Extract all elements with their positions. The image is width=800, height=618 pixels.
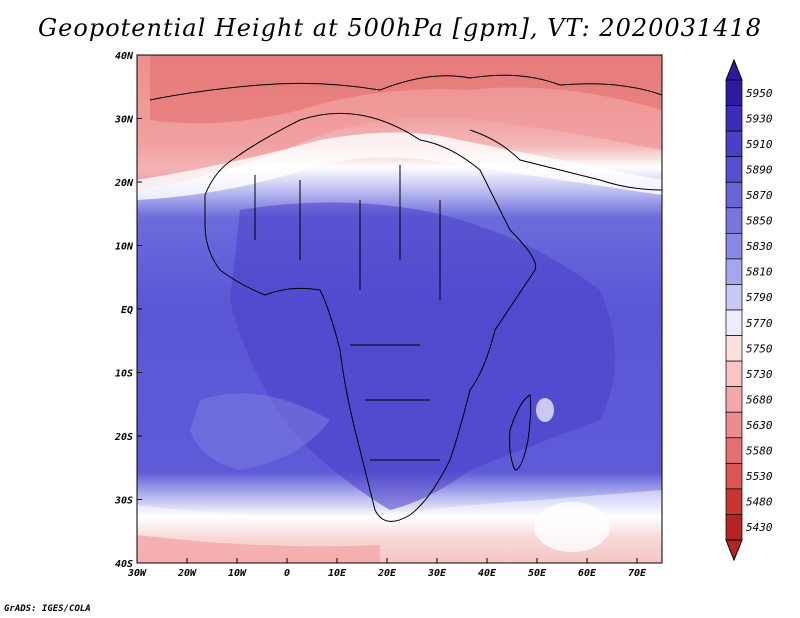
colorbar-swatch: [725, 181, 743, 209]
colorbar-swatch: [725, 386, 743, 413]
colorbar-swatch: [725, 335, 743, 362]
lon-label: 30W: [127, 568, 147, 579]
colorbar-label: 5850: [746, 215, 773, 228]
coastlines: [149, 74, 662, 522]
colorbar-swatch: [725, 284, 743, 311]
colorbar-label: 5870: [746, 189, 773, 202]
lat-label: EQ: [121, 305, 133, 316]
lat-label: 40S: [115, 559, 133, 570]
lon-label: 10W: [228, 568, 247, 579]
colorbar-label: 5630: [746, 419, 773, 432]
field-shading: [137, 55, 662, 563]
colorbar-label: 5950: [746, 87, 773, 100]
colorbar-top-arrow: [725, 58, 743, 81]
lon-label: 70E: [628, 568, 647, 579]
colorbar-swatch: [725, 232, 743, 260]
colorbar-swatch: [725, 79, 743, 106]
colorbar-swatch: [725, 360, 743, 388]
lon-label: 30E: [427, 568, 447, 579]
map-title: Geopotential Height at 500hPa [gpm], VT:…: [38, 14, 762, 42]
colorbar-bottom-arrow: [725, 539, 743, 562]
lat-label: 10N: [115, 242, 134, 253]
lon-label: 50E: [528, 568, 547, 579]
colorbar-swatch: [725, 462, 743, 490]
colorbar: 5950 5930 5910 5890 5870 5850 5830 5810 5790 5770…: [725, 58, 773, 562]
colorbar-swatch: [725, 437, 743, 464]
colorbar-label: 5910: [746, 138, 773, 151]
colorbar-swatch: [725, 309, 743, 336]
lon-label: 10E: [328, 568, 347, 579]
colorbar-label: 5680: [746, 393, 773, 406]
longitude-axis: 30W 20W 10W 0 10E 20E 30E 40E 50E 60E 70E: [127, 558, 647, 579]
colorbar-label: 5790: [746, 291, 773, 304]
colorbar-label: 5750: [746, 342, 773, 355]
colorbar-label: 5890: [746, 163, 773, 176]
lat-label: 20N: [114, 178, 134, 189]
lat-label: 30N: [114, 115, 134, 126]
colorbar-label: 5480: [746, 496, 773, 509]
lat-label: 40N: [115, 51, 134, 62]
lat-label: 30S: [114, 496, 133, 507]
colorbar-label: 5830: [746, 240, 773, 253]
latitude-axis: 40N 30N 20N 10N EQ 10S 20S 30S 40S: [114, 51, 142, 570]
colorbar-swatch: [725, 514, 743, 541]
lon-label: 60E: [578, 568, 597, 579]
colorbar-label: 5530: [746, 470, 773, 483]
colorbar-swatch: [725, 488, 743, 515]
colorbar-swatch: [725, 207, 743, 234]
lat-label: 20S: [114, 432, 133, 443]
colorbar-label: 5770: [746, 317, 773, 330]
lon-label: 0: [284, 568, 290, 579]
lon-label: 20E: [377, 568, 397, 579]
lon-label: 40E: [478, 568, 497, 579]
colorbar-label: 5430: [746, 521, 773, 534]
colorbar-label: 5930: [746, 112, 773, 125]
colorbar-swatch: [725, 105, 743, 132]
colorbar-swatch: [725, 130, 743, 158]
colorbar-label: 5810: [746, 266, 773, 279]
colorbar-swatch: [725, 156, 743, 183]
colorbar-label: 5580: [746, 445, 773, 458]
lat-label: 10S: [115, 369, 133, 380]
credit-text: GrADS: IGES/COLA: [4, 604, 91, 614]
colorbar-swatch: [725, 411, 743, 439]
colorbar-swatch: [725, 258, 743, 285]
colorbar-label: 5730: [746, 368, 773, 381]
lon-label: 20W: [177, 568, 197, 579]
